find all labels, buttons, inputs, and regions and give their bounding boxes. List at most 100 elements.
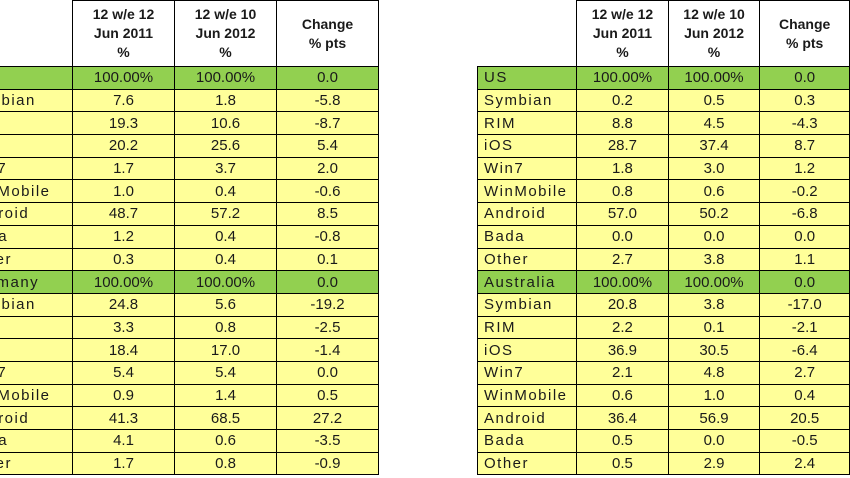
table-row: Other1.70.8-0.9: [0, 451, 379, 476]
value-2012: 10.6: [174, 111, 277, 136]
value-2011: 1.7: [72, 156, 175, 181]
os-label: WinMobile: [476, 179, 578, 204]
value-2012: 50.2: [667, 202, 761, 226]
value-2011: 1.2: [72, 224, 175, 249]
value-2011: 2.1: [576, 360, 669, 385]
value-2012: 1.0: [667, 383, 761, 408]
value-2012: 1.4: [174, 383, 277, 408]
region-total-row: 100.00% 100.00% 0.0: [0, 66, 379, 90]
os-label: Win7: [0, 360, 73, 385]
table-row: Symbian7.61.8-5.8: [0, 88, 379, 113]
value-2012: 57.2: [174, 202, 277, 226]
value-change: -6.4: [759, 338, 850, 362]
os-label: RIM: [0, 111, 73, 136]
value-2011: 36.9: [576, 338, 669, 362]
os-label: iOS: [0, 134, 73, 158]
table-row: Symbian 0.2 0.5 0.3: [476, 88, 850, 113]
header-change: Change % pts: [759, 0, 850, 67]
value-2011: 19.3: [72, 111, 175, 136]
value-change: -2.5: [276, 315, 379, 340]
value-2011: 0.6: [576, 383, 669, 408]
os-label: Other: [0, 247, 73, 272]
value-2011: 1.0: [72, 179, 175, 204]
os-label: RIM: [476, 315, 578, 340]
value-change: -0.5: [759, 429, 850, 453]
value-2011: 5.4: [72, 360, 175, 385]
table-row: Android41.368.527.2: [0, 406, 379, 430]
value-change: -2.1: [759, 315, 850, 340]
table-row: Android 57.0 50.2 -6.8: [476, 202, 850, 226]
region-total-row: Germany100.00%100.00%0.0: [0, 270, 379, 294]
table-row: Other 0.5 2.9 2.4: [476, 451, 850, 476]
table-row: Bada 0.5 0.0 -0.5: [476, 429, 850, 453]
header-2011: 12 w/e 12 Jun 2011 %: [576, 0, 669, 67]
value-change: 1.1: [759, 247, 850, 272]
os-label: WinMobile: [0, 179, 73, 204]
table-row: Android48.757.28.5: [0, 202, 379, 226]
value-change: -0.9: [276, 451, 379, 476]
table-row: Symbian24.85.6-19.2: [0, 292, 379, 317]
os-label: Other: [0, 451, 73, 476]
os-label: WinMobile: [476, 383, 578, 408]
value-2012: 1.8: [174, 88, 277, 113]
value-2012: 17.0: [174, 338, 277, 362]
value-2011: 2.2: [576, 315, 669, 340]
value-2011: 57.0: [576, 202, 669, 226]
value-2012: 0.8: [174, 315, 277, 340]
value-2012: 56.9: [667, 406, 761, 430]
value-change: 2.7: [759, 360, 850, 385]
value-2011: 20.8: [576, 292, 669, 317]
os-label: Android: [0, 202, 73, 226]
value-2012: 4.8: [667, 360, 761, 385]
total-change: 0.0: [276, 270, 379, 294]
os-label: iOS: [0, 338, 73, 362]
os-label: iOS: [476, 134, 578, 158]
value-2011: 3.3: [72, 315, 175, 340]
value-change: -5.8: [276, 88, 379, 113]
value-change: 0.5: [276, 383, 379, 408]
market-share-table-left: 12 w/e 12 Jun 2011 % 12 w/e 10 Jun 2012 …: [0, 0, 379, 476]
os-label: iOS: [476, 338, 578, 362]
value-change: -0.2: [759, 179, 850, 204]
value-change: 8.7: [759, 134, 850, 158]
os-label: Win7: [476, 156, 578, 181]
os-label: Other: [476, 451, 578, 476]
value-2012: 5.4: [174, 360, 277, 385]
value-2012: 0.5: [667, 88, 761, 113]
value-2011: 36.4: [576, 406, 669, 430]
table-row: Android 36.4 56.9 20.5: [476, 406, 850, 430]
table-row: Win7 2.1 4.8 2.7: [476, 360, 850, 385]
header-2011: 12 w/e 12 Jun 2011 %: [72, 0, 175, 67]
region-total-row: Australia 100.00% 100.00% 0.0: [476, 270, 850, 294]
value-2012: 30.5: [667, 338, 761, 362]
os-label: Bada: [0, 429, 73, 453]
table-row: RIM3.30.8-2.5: [0, 315, 379, 340]
os-label: Win7: [476, 360, 578, 385]
os-label: Other: [476, 247, 578, 272]
value-change: 8.5: [276, 202, 379, 226]
os-label: Android: [476, 406, 578, 430]
value-2012: 3.8: [667, 292, 761, 317]
region-label: Germany: [0, 270, 73, 294]
table-row: WinMobile 0.8 0.6 -0.2: [476, 179, 850, 204]
value-change: 0.4: [759, 383, 850, 408]
header-blank-cell: [477, 0, 578, 67]
os-label: Symbian: [476, 88, 578, 113]
value-2012: 3.0: [667, 156, 761, 181]
header-blank-cell: [0, 0, 73, 67]
value-2011: 48.7: [72, 202, 175, 226]
value-change: -0.8: [276, 224, 379, 249]
table-row: Bada4.10.6-3.5: [0, 429, 379, 453]
value-2011: 1.7: [72, 451, 175, 476]
value-change: 0.0: [759, 224, 850, 249]
os-label: Android: [476, 202, 578, 226]
value-2011: 0.5: [576, 429, 669, 453]
table-row: RIM 2.2 0.1 -2.1: [476, 315, 850, 340]
value-2012: 5.6: [174, 292, 277, 317]
table-row: iOS18.417.0-1.4: [0, 338, 379, 362]
table-header-row: 12 w/e 12 Jun 2011 % 12 w/e 10 Jun 2012 …: [0, 0, 379, 67]
value-change: 2.4: [759, 451, 850, 476]
value-2011: 4.1: [72, 429, 175, 453]
value-change: -6.8: [759, 202, 850, 226]
